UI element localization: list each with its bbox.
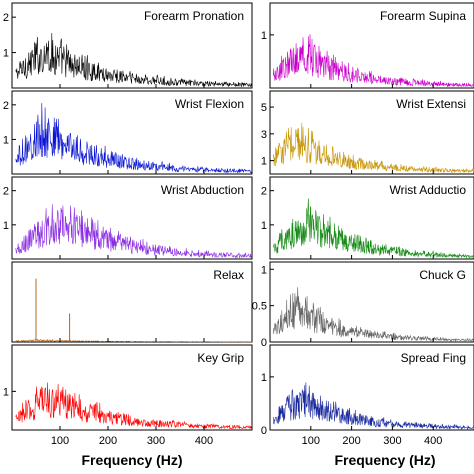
y-tick-label-c0p1-1: 2 bbox=[3, 100, 9, 112]
panel-frame-c1p0 bbox=[269, 2, 474, 89]
y-tick-label-c1p2-1: 2 bbox=[261, 186, 267, 198]
panel-frame-c0p1 bbox=[11, 90, 253, 175]
panel-title-c1p3: Chuck G bbox=[419, 268, 466, 282]
spectrum-trace-c1p2 bbox=[273, 198, 474, 259]
panel-title-c1p2: Wrist Adductio bbox=[390, 183, 467, 197]
panel-title-c1p1: Wrist Extensi bbox=[396, 97, 466, 111]
panel-frame-c0p2 bbox=[11, 176, 253, 260]
panel-frame-c0p4 bbox=[11, 344, 253, 431]
y-tick-label-c1p3-1: 0.5 bbox=[252, 301, 267, 313]
y-tick-label-c1p1-0: 1 bbox=[261, 156, 267, 168]
panel-frame-c0p0 bbox=[11, 2, 253, 89]
x-tick-label-c1-1: 200 bbox=[342, 435, 360, 447]
spectrum-trace-c1p1 bbox=[273, 122, 474, 174]
y-tick-label-c1p4-0: 0 bbox=[261, 425, 267, 437]
panel-title-c0p2: Wrist Abduction bbox=[161, 183, 244, 197]
spectrum-trace-c1p4 bbox=[273, 382, 474, 430]
panel-title-c1p0: Forearm Supina bbox=[380, 9, 466, 23]
spectrum-trace-c0p3 bbox=[15, 338, 253, 343]
y-tick-label-c1p2-0: 1 bbox=[261, 220, 267, 232]
y-tick-label-c0p1-0: 1 bbox=[3, 134, 9, 146]
x-tick-label-c0-0: 100 bbox=[51, 435, 69, 447]
x-tick-label-c1-3: 400 bbox=[424, 435, 442, 447]
y-tick-label-c1p4-1: 1 bbox=[261, 372, 267, 384]
panel-title-c0p4: Key Grip bbox=[197, 351, 244, 365]
y-tick-label-c1p3-2: 1 bbox=[261, 264, 267, 276]
y-tick-label-c0p4-0: 1 bbox=[3, 386, 9, 398]
y-tick-label-c1p1-2: 5 bbox=[261, 102, 267, 114]
panel-frame-c1p3 bbox=[269, 261, 474, 343]
panel-title-c1p4: Spread Fing bbox=[401, 351, 466, 365]
panel-title-c0p0: Forearm Pronation bbox=[144, 9, 244, 23]
spectrum-trace-c0p0 bbox=[15, 32, 253, 88]
panel-frame-c1p1 bbox=[269, 90, 474, 175]
x-axis-label-c0: Frequency (Hz) bbox=[81, 452, 182, 468]
panel-frame-c1p4 bbox=[269, 344, 474, 431]
x-tick-label-c1-2: 300 bbox=[383, 435, 401, 447]
x-tick-label-c0-3: 400 bbox=[195, 435, 213, 447]
spectrum-trace-c0p4 bbox=[15, 382, 253, 430]
panel-frame-c1p2 bbox=[269, 176, 474, 260]
spectrum-trace-c1p3 bbox=[273, 287, 474, 343]
x-tick-label-c1-0: 100 bbox=[302, 435, 320, 447]
panel-title-c0p1: Wrist Flexion bbox=[175, 97, 244, 111]
y-tick-label-c1p0-0: 1 bbox=[261, 30, 267, 42]
y-tick-label-c0p2-0: 1 bbox=[3, 220, 9, 232]
x-tick-label-c0-2: 300 bbox=[147, 435, 165, 447]
y-tick-label-c0p0-0: 1 bbox=[3, 48, 9, 60]
spectrum-trace-c0p2 bbox=[15, 204, 253, 259]
y-tick-label-c1p1-1: 3 bbox=[261, 129, 267, 141]
x-tick-label-c0-1: 200 bbox=[99, 435, 117, 447]
y-tick-label-c1p3-0: 0 bbox=[261, 337, 267, 349]
y-tick-label-c0p0-1: 2 bbox=[3, 12, 9, 24]
spectrum-trace-c1p0 bbox=[273, 34, 474, 88]
panel-title-c0p3: Relax bbox=[213, 268, 244, 282]
y-tick-label-c0p2-1: 2 bbox=[3, 186, 9, 198]
x-axis-label-c1: Frequency (Hz) bbox=[334, 452, 435, 468]
spectrum-trace-c0p1 bbox=[15, 103, 253, 174]
